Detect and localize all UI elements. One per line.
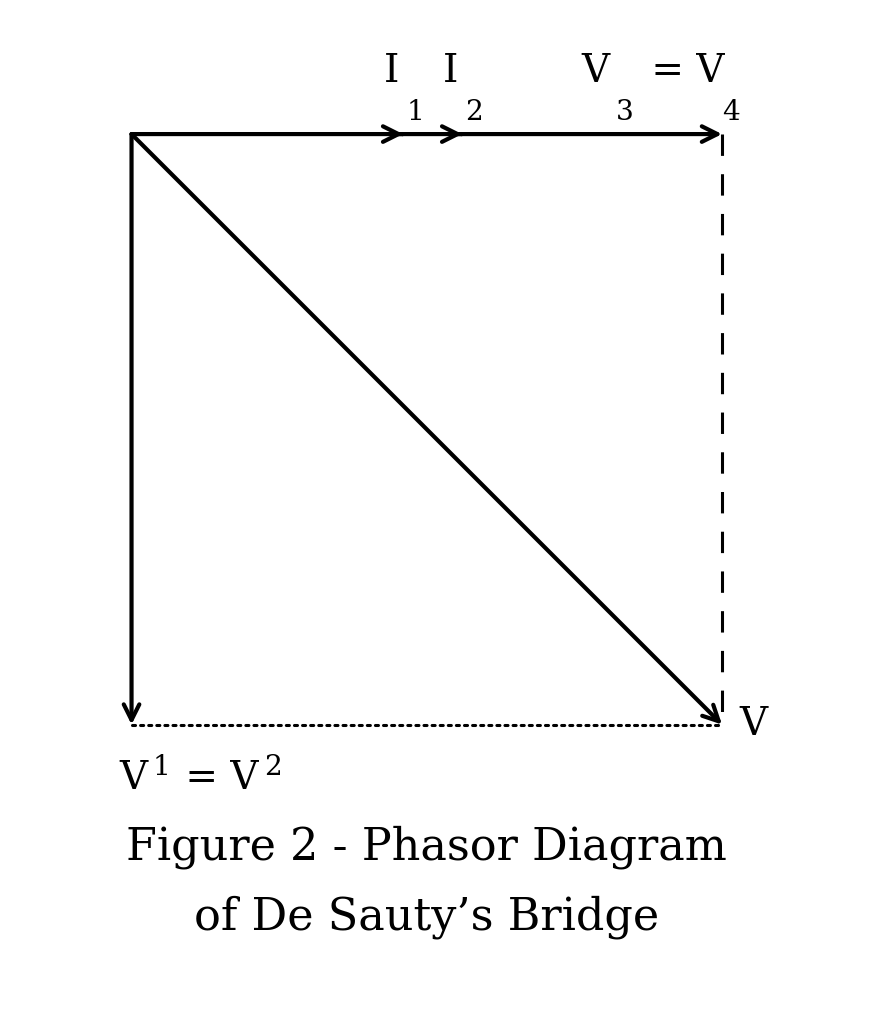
Text: I: I [443, 53, 458, 90]
Text: = V: = V [172, 760, 259, 797]
Text: 3: 3 [616, 98, 634, 126]
Text: = V: = V [639, 53, 725, 90]
Text: of De Sauty’s Bridge: of De Sauty’s Bridge [194, 896, 660, 939]
Text: V: V [120, 760, 148, 797]
Text: V: V [581, 53, 610, 90]
Text: V: V [740, 707, 768, 743]
Text: 2: 2 [264, 754, 282, 781]
Text: Figure 2 - Phasor Diagram: Figure 2 - Phasor Diagram [126, 825, 727, 868]
Text: 2: 2 [465, 98, 483, 126]
Text: I: I [384, 53, 399, 90]
Text: 4: 4 [722, 98, 740, 126]
Text: 1: 1 [152, 754, 170, 781]
Text: 1: 1 [406, 98, 424, 126]
